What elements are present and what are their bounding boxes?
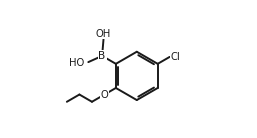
Text: B: B xyxy=(98,51,106,61)
Text: HO: HO xyxy=(69,59,84,68)
Text: O: O xyxy=(101,90,108,99)
Text: Cl: Cl xyxy=(170,52,180,62)
Text: OH: OH xyxy=(96,29,111,39)
